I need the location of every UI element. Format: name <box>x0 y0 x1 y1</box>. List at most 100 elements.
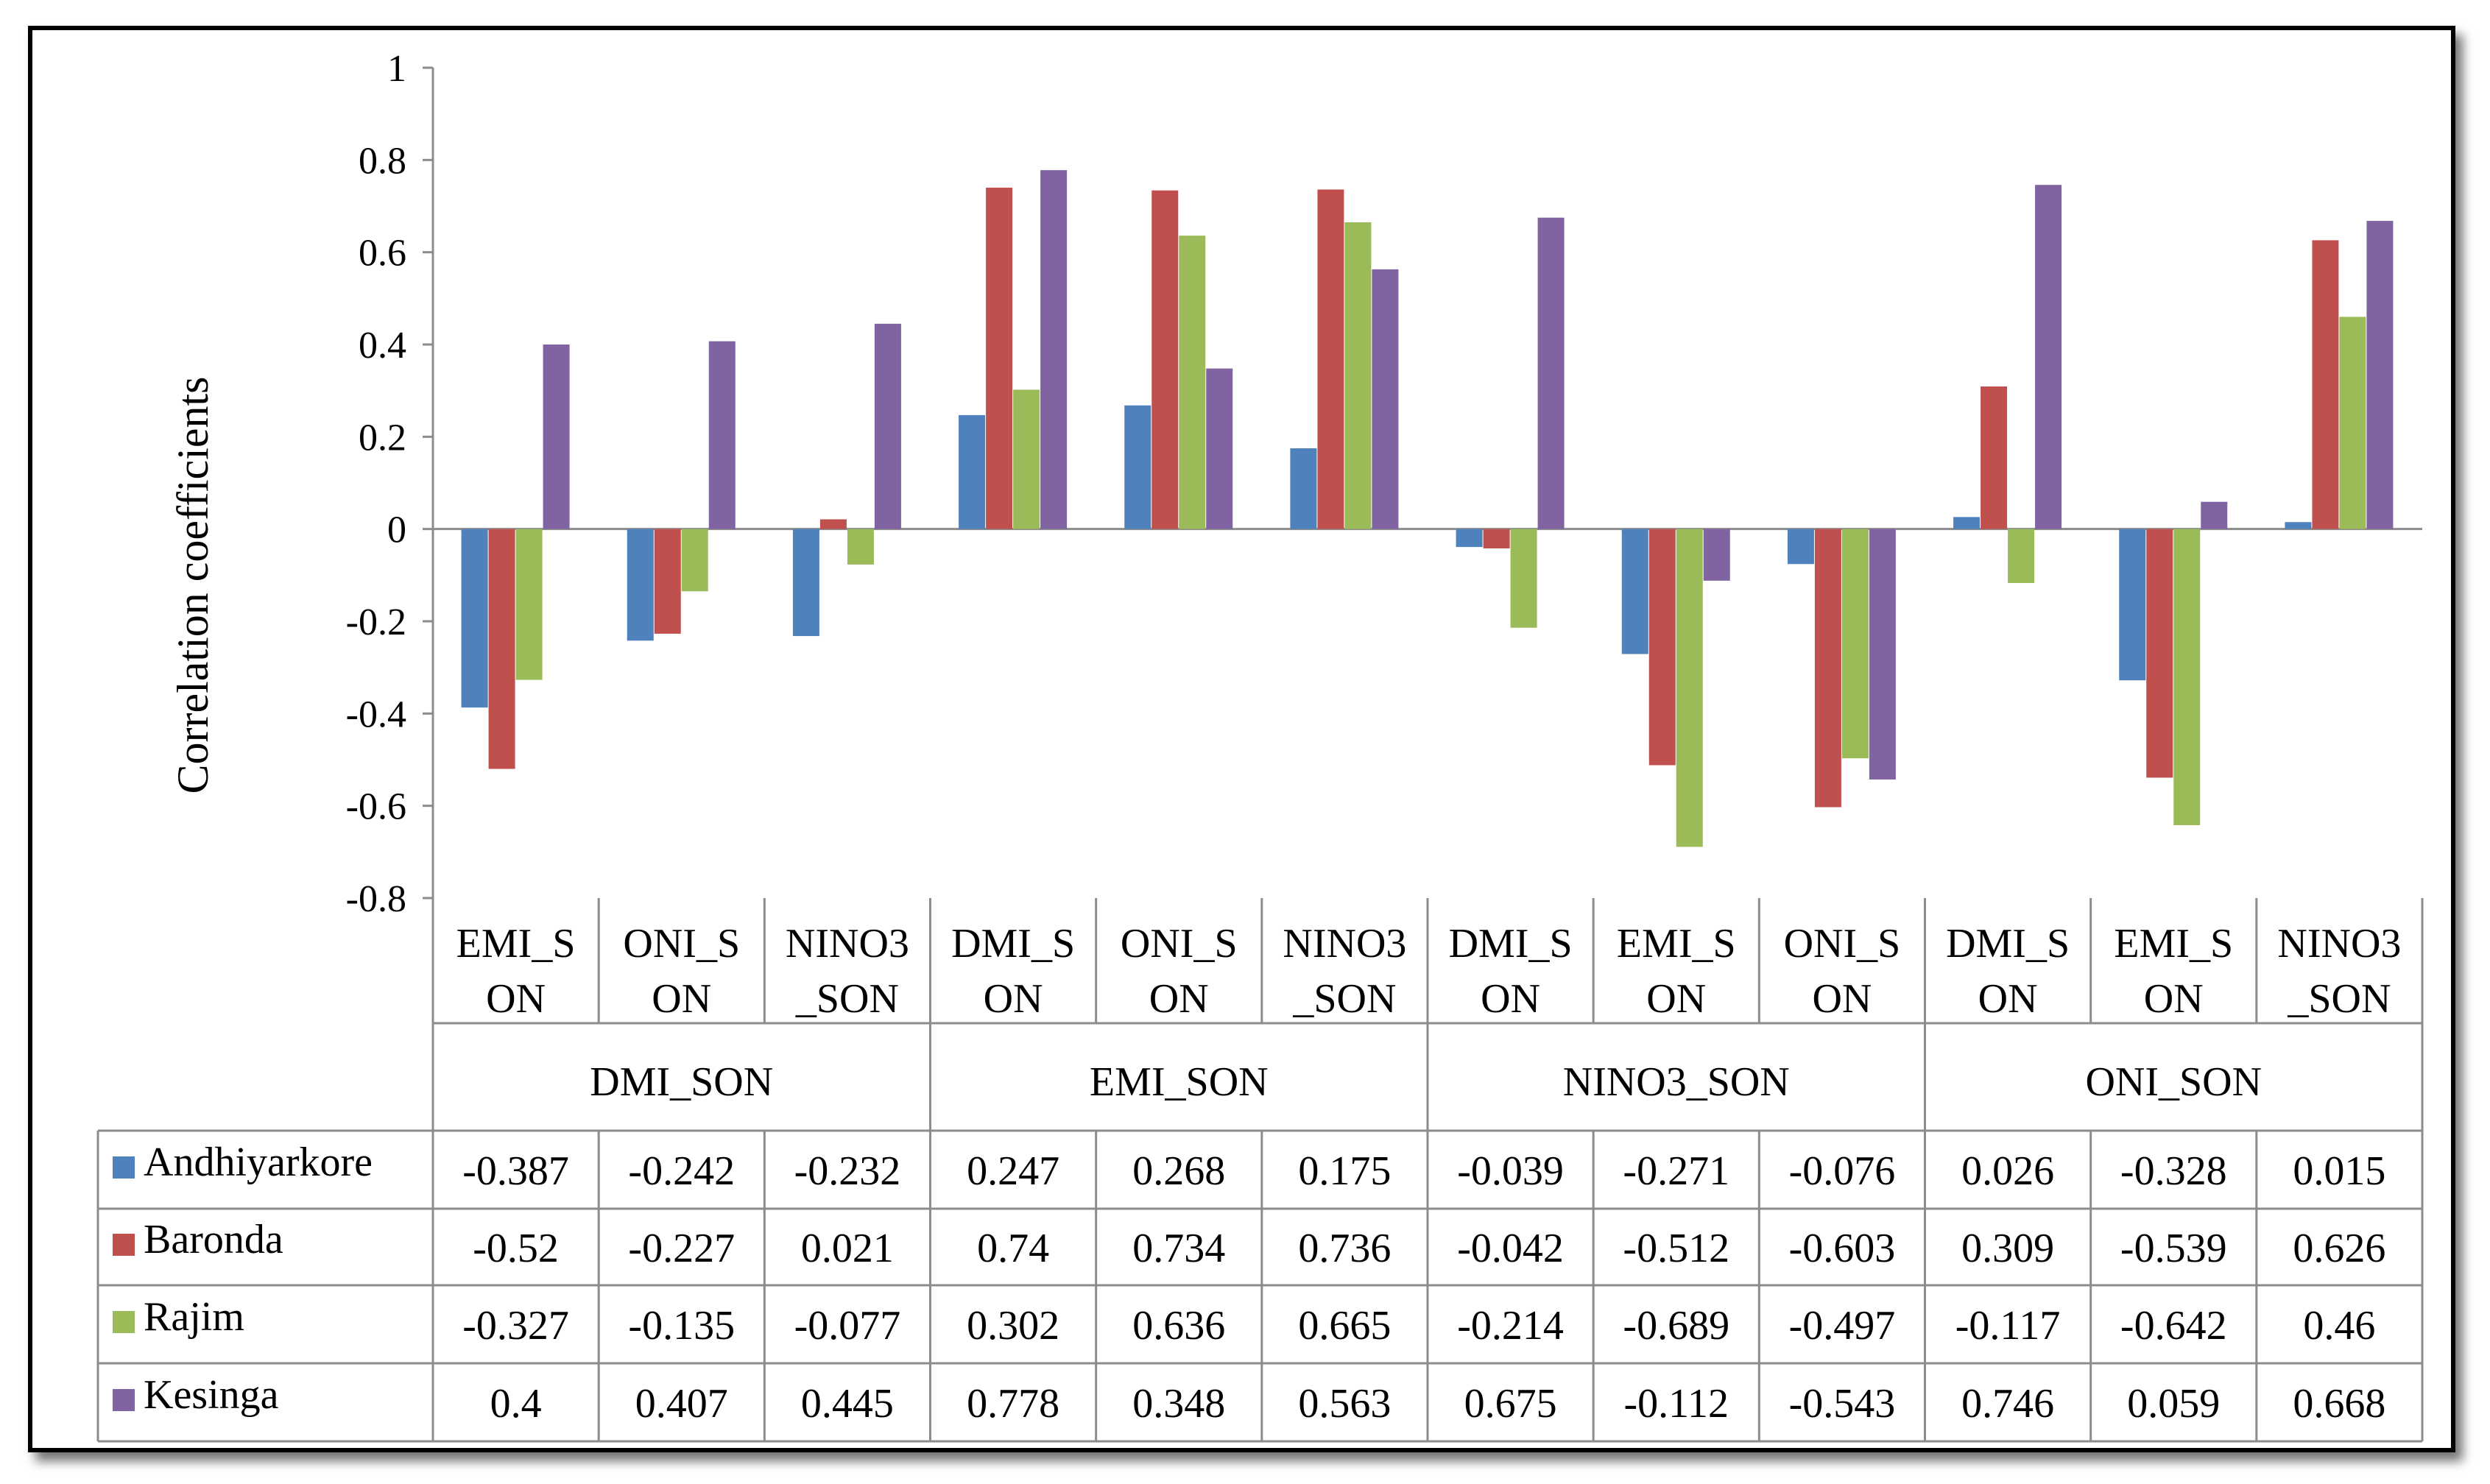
table-value: -0.242 <box>628 1148 735 1194</box>
y-tick-label: -0.2 <box>346 601 406 643</box>
category-label: ON <box>2144 976 2204 1022</box>
table-value: 0.026 <box>1961 1148 2054 1194</box>
bar-rajim <box>847 529 874 565</box>
bar-andhiyarkore <box>1290 448 1317 529</box>
legend-label: Kesinga <box>144 1372 279 1418</box>
category-label: ON <box>1812 976 1872 1022</box>
category-label: NINO3 <box>786 921 909 967</box>
table-value: -0.227 <box>628 1226 735 1271</box>
table-value: 0.309 <box>1961 1226 2054 1271</box>
table-value: -0.042 <box>1457 1226 1564 1271</box>
category-label: _SON <box>795 976 899 1022</box>
table-value: -0.52 <box>473 1226 559 1271</box>
table-value: 0.668 <box>2293 1381 2385 1427</box>
y-axis-label: Correlation coefficients <box>169 376 217 794</box>
bar-rajim <box>1344 222 1372 529</box>
group-label: EMI_SON <box>1090 1059 1269 1105</box>
table-value: -0.327 <box>462 1303 569 1349</box>
y-tick-label: 0.6 <box>359 233 406 275</box>
group-label: ONI_SON <box>2085 1059 2262 1105</box>
table-value: 0.626 <box>2293 1226 2385 1271</box>
bar-kesinga <box>2366 221 2394 529</box>
bar-andhiyarkore <box>2119 529 2146 681</box>
bar-andhiyarkore <box>959 414 986 529</box>
table-value: -0.112 <box>1623 1381 1729 1427</box>
table-value: 0.563 <box>1298 1381 1391 1427</box>
bar-kesinga <box>1703 529 1730 581</box>
bar-rajim <box>1013 389 1040 529</box>
y-tick-label: -0.6 <box>346 786 406 828</box>
bar-andhiyarkore <box>792 529 819 637</box>
bar-andhiyarkore <box>1787 529 1814 565</box>
bar-baronda <box>986 187 1013 529</box>
bar-kesinga <box>708 341 736 529</box>
category-label: ONI_S <box>623 921 740 967</box>
bar-baronda <box>1648 529 1676 766</box>
table-value: 0.46 <box>2303 1303 2375 1349</box>
group-label: NINO3_SON <box>1563 1059 1790 1105</box>
table-value: -0.077 <box>794 1303 901 1349</box>
category-label: ON <box>1646 976 1706 1022</box>
category-label: EMI_S <box>456 921 576 967</box>
table-value: 0.059 <box>2127 1381 2220 1427</box>
bar-andhiyarkore <box>627 529 654 641</box>
table-value: -0.603 <box>1789 1226 1896 1271</box>
table-value: 0.268 <box>1132 1148 1225 1194</box>
table-value: -0.689 <box>1623 1303 1729 1349</box>
category-label: ONI_S <box>1784 921 1901 967</box>
bar-baronda <box>488 529 515 769</box>
y-tick-label: -0.4 <box>346 693 406 735</box>
bar-baronda <box>1981 386 2008 529</box>
y-tick-label: -0.8 <box>346 878 406 920</box>
category-label: _SON <box>1292 976 1396 1022</box>
category-label: ON <box>1481 976 1540 1022</box>
bar-andhiyarkore <box>1456 529 1483 548</box>
table-value: 0.175 <box>1298 1148 1391 1194</box>
table-value: -0.328 <box>2120 1148 2227 1194</box>
table-value: -0.387 <box>462 1148 569 1194</box>
table-value: -0.642 <box>2120 1303 2227 1349</box>
bar-kesinga <box>1206 368 1233 529</box>
category-label: ON <box>486 976 546 1022</box>
table-value: -0.214 <box>1457 1303 1564 1349</box>
group-label: DMI_SON <box>590 1059 773 1105</box>
bar-baronda <box>1151 190 1179 529</box>
bar-baronda <box>819 519 847 529</box>
table-value: -0.543 <box>1789 1381 1896 1427</box>
table-value: -0.512 <box>1623 1226 1729 1271</box>
bar-rajim <box>515 529 543 680</box>
table-value: 0.778 <box>967 1381 1059 1427</box>
category-label: ONI_S <box>1121 921 1238 967</box>
bar-kesinga <box>1869 529 1896 780</box>
category-label: _SON <box>2287 976 2391 1022</box>
bar-baronda <box>2312 240 2339 529</box>
table-value: 0.015 <box>2293 1148 2385 1194</box>
category-label: ON <box>1149 976 1209 1022</box>
category-label: DMI_S <box>951 921 1075 967</box>
bar-baronda <box>1317 189 1344 529</box>
category-label: NINO3 <box>1283 921 1406 967</box>
bar-andhiyarkore <box>461 529 488 708</box>
category-label: NINO3 <box>2277 921 2401 967</box>
table-value: -0.271 <box>1623 1148 1729 1194</box>
table-value: 0.736 <box>1298 1226 1391 1271</box>
bar-rajim <box>2339 317 2366 529</box>
legend-swatch-andhiyarkore <box>113 1156 135 1179</box>
bar-kesinga <box>2035 185 2062 529</box>
table-value: 0.675 <box>1464 1381 1557 1427</box>
legend-swatch-baronda <box>113 1234 135 1256</box>
category-label: ON <box>984 976 1043 1022</box>
category-label: DMI_S <box>1449 921 1573 967</box>
legend-label: Rajim <box>144 1294 244 1340</box>
bar-baronda <box>2146 529 2173 778</box>
table-value: 0.734 <box>1132 1226 1225 1271</box>
y-tick-label: 0.2 <box>359 417 406 459</box>
bar-andhiyarkore <box>2285 522 2312 529</box>
bar-rajim <box>2008 529 2035 583</box>
table-value: -0.135 <box>628 1303 735 1349</box>
bar-kesinga <box>543 344 570 529</box>
table-value: 0.407 <box>635 1381 728 1427</box>
category-label: EMI_S <box>2114 921 2233 967</box>
table-value: 0.348 <box>1132 1381 1225 1427</box>
table-value: 0.4 <box>490 1381 542 1427</box>
